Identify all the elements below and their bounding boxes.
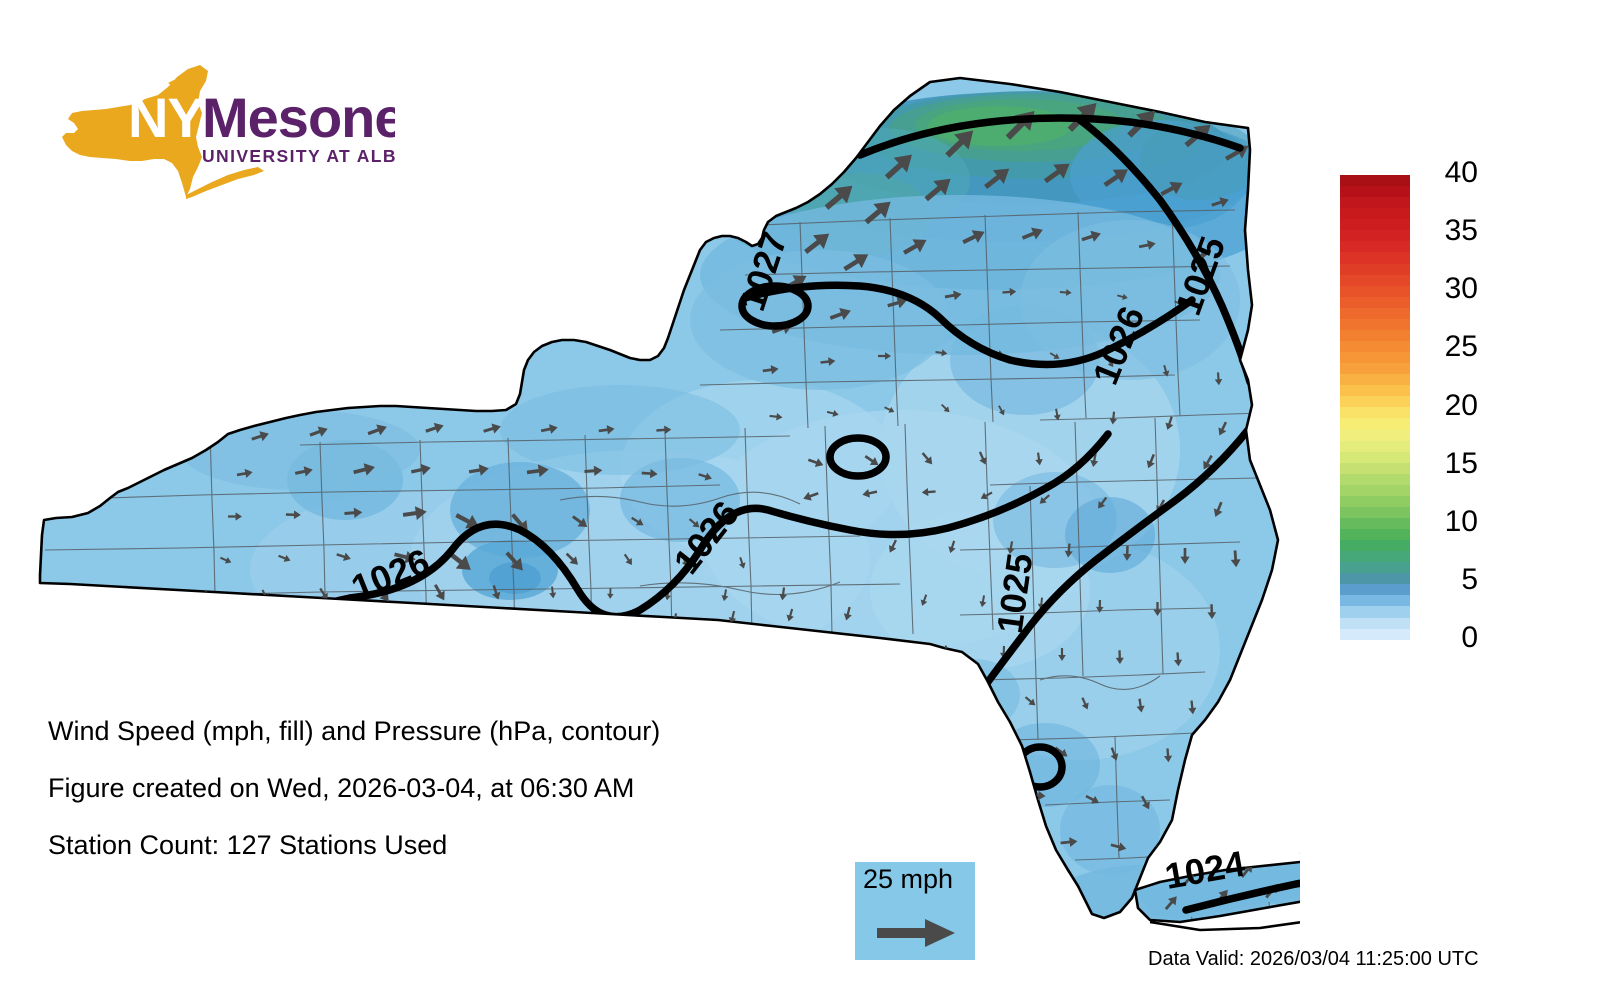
wind-key-label: 25 mph — [863, 864, 954, 894]
colorbar-band — [1340, 374, 1410, 386]
colorbar-band — [1340, 606, 1410, 618]
windspeed-colorbar — [1340, 175, 1410, 640]
colorbar-tick-labels: 40 35 30 25 20 15 10 5 0 — [1418, 156, 1478, 660]
contour-1027-loop — [738, 282, 812, 330]
colorbar-band — [1340, 517, 1410, 529]
caption-created: Figure created on Wed, 2026-03-04, at 06… — [48, 773, 635, 803]
contour-1026-north — [741, 281, 1196, 369]
logo-island-detail — [168, 80, 178, 87]
colorbar-band — [1340, 274, 1410, 286]
logo-subtitle-text: UNIVERSITY AT ALBANY — [202, 146, 395, 166]
colorbar-band — [1340, 451, 1410, 463]
colorbar-tick-35: 35 — [1444, 214, 1478, 248]
figure-caption: Wind Speed (mph, fill) and Pressure (hPa… — [48, 718, 808, 889]
contour-1027-arc — [856, 114, 1244, 159]
colorbar-band — [1340, 296, 1410, 308]
logo-long-island — [186, 167, 264, 199]
colorbar-band — [1340, 562, 1410, 574]
colorbar-band — [1340, 584, 1410, 596]
colorbar-band — [1340, 407, 1410, 419]
colorbar-tick-20: 20 — [1444, 388, 1478, 422]
colorbar-band — [1340, 628, 1410, 640]
colorbar-band — [1340, 540, 1410, 552]
colorbar-tick-10: 10 — [1444, 504, 1478, 538]
colorbar-band — [1340, 340, 1410, 352]
wind-key-arrow-icon — [877, 919, 955, 947]
caption-station-count: Station Count: 127 Stations Used — [48, 830, 448, 860]
colorbar-band — [1340, 318, 1410, 330]
colorbar-band — [1340, 329, 1410, 341]
colorbar-tick-0: 0 — [1461, 621, 1478, 654]
colorbar-band — [1340, 617, 1410, 629]
contour-1026-ring — [826, 434, 890, 480]
pressure-contour-layer — [42, 114, 1300, 914]
colorbar-band — [1340, 186, 1410, 198]
colorbar-band — [1340, 307, 1410, 319]
colorbar-band — [1340, 241, 1410, 253]
colorbar-band — [1340, 230, 1410, 242]
nys-mesonet-logo: NYS Mesonet UNIVERSITY AT ALBANY — [50, 55, 395, 210]
data-valid-timestamp: Data Valid: 2026/03/04 11:25:00 UTC — [1148, 948, 1479, 970]
colorbar-band — [1340, 252, 1410, 264]
colorbar-band — [1340, 208, 1410, 220]
wind-vector-key: 25 mph — [855, 862, 975, 960]
colorbar-band — [1340, 285, 1410, 297]
colorbar-tick-30: 30 — [1444, 272, 1478, 306]
colorbar-band — [1340, 429, 1410, 441]
colorbar-band — [1340, 219, 1410, 231]
colorbar-band — [1340, 385, 1410, 397]
colorbar-tick-25: 25 — [1444, 330, 1478, 364]
contour-1024-long-island — [1182, 864, 1300, 914]
colorbar-band — [1340, 506, 1410, 518]
colorbar-band — [1340, 595, 1410, 607]
colorbar-band — [1340, 473, 1410, 485]
colorbar-band — [1340, 529, 1410, 541]
colorbar-band — [1340, 197, 1410, 209]
map-svg: 1027 1026 1025 1026 1026 1025 1024 — [38, 76, 1300, 932]
contour-1026-central — [346, 430, 1112, 621]
colorbar-band — [1340, 175, 1410, 187]
colorbar-band — [1340, 551, 1410, 563]
colorbar-band — [1340, 418, 1410, 430]
colorbar-band — [1340, 462, 1410, 474]
caption-title: Wind Speed (mph, fill) and Pressure (hPa… — [48, 716, 661, 746]
colorbar-band — [1340, 396, 1410, 408]
colorbar-band — [1340, 363, 1410, 375]
colorbar-tick-40: 40 — [1444, 156, 1478, 189]
logo-mesonet-text: Mesonet — [202, 86, 395, 149]
new-york-state-shape — [62, 65, 208, 197]
logo-nys-text: NYS — [128, 86, 240, 149]
colorbar-band — [1340, 263, 1410, 275]
contour-1025-northeast — [1076, 116, 1254, 386]
county-boundaries-layer — [44, 209, 1271, 922]
colorbar-tick-5: 5 — [1461, 562, 1478, 596]
long-island-fill — [1138, 865, 1300, 918]
colorbar-tick-15: 15 — [1444, 446, 1478, 480]
weather-map: 1027 1026 1025 1026 1026 1025 1024 — [0, 30, 1300, 960]
colorbar-band — [1340, 484, 1410, 496]
logo-svg: NYS Mesonet UNIVERSITY AT ALBANY — [62, 65, 395, 199]
colorbar-band — [1340, 495, 1410, 507]
colorbar-band — [1340, 573, 1410, 585]
colorbar-band — [1340, 440, 1410, 452]
contour-1026-west-tail — [42, 594, 354, 646]
colorbar-band — [1340, 352, 1410, 364]
state-outline-layer — [38, 76, 1300, 932]
